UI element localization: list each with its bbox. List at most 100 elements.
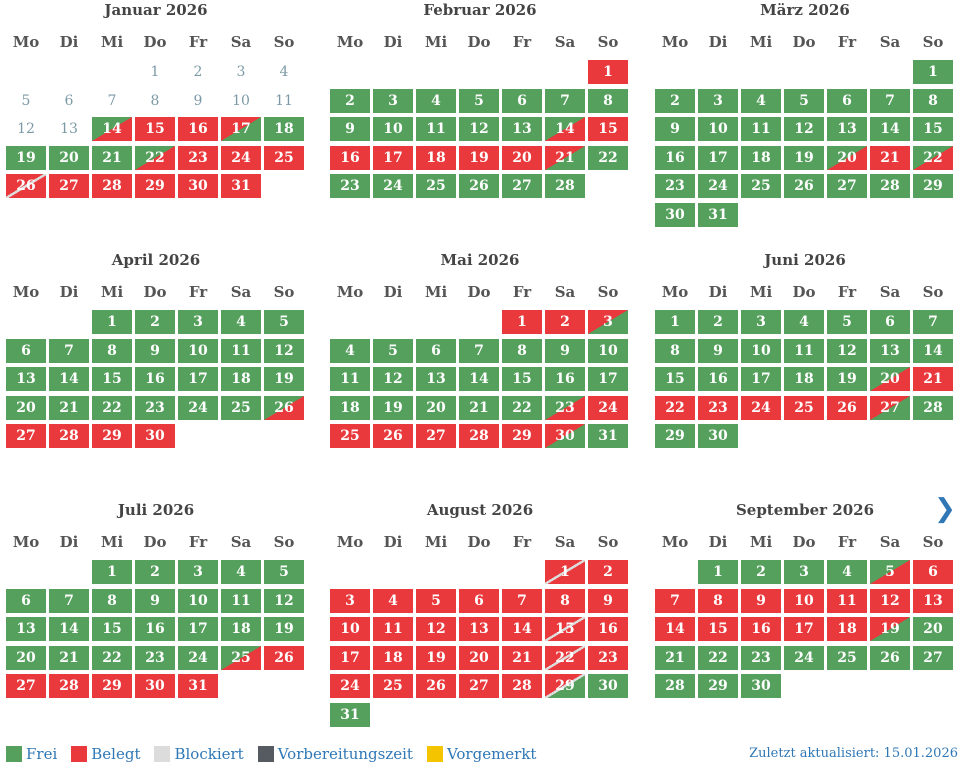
calendar-day[interactable]: 10 [784, 588, 824, 613]
calendar-day[interactable]: 17 [330, 645, 370, 670]
calendar-day[interactable]: 24 [784, 645, 824, 670]
calendar-day[interactable]: 24 [588, 395, 628, 420]
calendar-day[interactable]: 3 [330, 588, 370, 613]
calendar-day[interactable]: 23 [330, 174, 370, 198]
calendar-day[interactable]: 21 [459, 395, 499, 420]
calendar-day[interactable]: 10 [178, 338, 218, 363]
calendar-day[interactable]: 13 [6, 617, 46, 641]
calendar-day[interactable]: 6 [416, 338, 456, 363]
calendar-day[interactable]: 27 [502, 174, 542, 198]
calendar-day[interactable]: 31 [221, 174, 261, 198]
calendar-day[interactable]: 29 [92, 424, 132, 448]
calendar-day[interactable]: 11 [784, 338, 824, 363]
calendar-day[interactable]: 13 [913, 588, 953, 613]
calendar-day[interactable]: 16 [135, 617, 175, 641]
calendar-day[interactable]: 22 [698, 645, 738, 670]
calendar-day[interactable]: 16 [135, 367, 175, 391]
calendar-day[interactable]: 19 [784, 145, 824, 170]
calendar-day[interactable]: 10 [330, 617, 370, 641]
calendar-day[interactable]: 17 [698, 145, 738, 170]
calendar-day[interactable]: 13 [6, 367, 46, 391]
calendar-day[interactable]: 12 [416, 617, 456, 641]
calendar-day[interactable]: 8 [655, 338, 695, 363]
calendar-day[interactable]: 10 [698, 117, 738, 141]
calendar-day[interactable]: 15 [135, 117, 175, 141]
calendar-day[interactable]: 5 [264, 310, 304, 334]
calendar-day[interactable]: 6 [827, 88, 867, 113]
calendar-day[interactable]: 2 [698, 310, 738, 334]
calendar-day[interactable]: 15 [545, 617, 585, 641]
calendar-day[interactable]: 17 [221, 117, 261, 141]
calendar-day[interactable]: 7 [913, 310, 953, 334]
calendar-day[interactable]: 3 [698, 88, 738, 113]
calendar-day[interactable]: 25 [784, 395, 824, 420]
calendar-day[interactable]: 27 [6, 674, 46, 698]
calendar-day[interactable]: 15 [588, 117, 628, 141]
calendar-day[interactable]: 21 [870, 145, 910, 170]
calendar-day[interactable]: 14 [502, 617, 542, 641]
calendar-day[interactable]: 12 [784, 117, 824, 141]
calendar-day[interactable]: 28 [870, 174, 910, 198]
calendar-day[interactable]: 4 [221, 560, 261, 584]
calendar-day[interactable]: 25 [373, 674, 413, 698]
calendar-day[interactable]: 23 [655, 174, 695, 198]
calendar-day[interactable]: 27 [870, 395, 910, 420]
calendar-day[interactable]: 17 [178, 367, 218, 391]
calendar-day[interactable]: 8 [545, 588, 585, 613]
calendar-day[interactable]: 28 [545, 174, 585, 198]
calendar-day[interactable]: 17 [178, 617, 218, 641]
calendar-day[interactable]: 12 [870, 588, 910, 613]
next-months-button[interactable]: ❯ [934, 496, 956, 522]
calendar-day[interactable]: 7 [870, 88, 910, 113]
calendar-day[interactable]: 17 [741, 367, 781, 391]
calendar-day[interactable]: 1 [502, 310, 542, 334]
calendar-day[interactable]: 26 [416, 674, 456, 698]
calendar-day[interactable]: 23 [135, 395, 175, 420]
calendar-day[interactable]: 31 [698, 202, 738, 227]
calendar-day[interactable]: 7 [49, 338, 89, 363]
calendar-day[interactable]: 13 [827, 117, 867, 141]
calendar-day[interactable]: 24 [178, 395, 218, 420]
calendar-day[interactable]: 19 [6, 145, 46, 170]
calendar-day[interactable]: 30 [655, 202, 695, 227]
calendar-day[interactable]: 22 [502, 395, 542, 420]
calendar-day[interactable]: 24 [221, 145, 261, 170]
calendar-day[interactable]: 11 [827, 588, 867, 613]
calendar-day[interactable]: 16 [655, 145, 695, 170]
calendar-day[interactable]: 3 [178, 310, 218, 334]
calendar-day[interactable]: 12 [264, 588, 304, 613]
calendar-day[interactable]: 27 [49, 174, 89, 198]
calendar-day[interactable]: 5 [373, 338, 413, 363]
calendar-day[interactable]: 28 [49, 674, 89, 698]
calendar-day[interactable]: 1 [588, 60, 628, 84]
calendar-day[interactable]: 1 [698, 560, 738, 584]
calendar-day[interactable]: 24 [698, 174, 738, 198]
calendar-day[interactable]: 2 [135, 560, 175, 584]
calendar-day[interactable]: 8 [502, 338, 542, 363]
calendar-day[interactable]: 24 [741, 395, 781, 420]
calendar-day[interactable]: 24 [373, 174, 413, 198]
calendar-day[interactable]: 30 [545, 424, 585, 448]
calendar-day[interactable]: 7 [459, 338, 499, 363]
calendar-day[interactable]: 28 [655, 674, 695, 698]
calendar-day[interactable]: 9 [135, 338, 175, 363]
calendar-day[interactable]: 12 [459, 117, 499, 141]
calendar-day[interactable]: 17 [588, 367, 628, 391]
calendar-day[interactable]: 25 [221, 645, 261, 670]
calendar-day[interactable]: 18 [373, 645, 413, 670]
calendar-day[interactable]: 9 [655, 117, 695, 141]
calendar-day[interactable]: 17 [373, 145, 413, 170]
calendar-day[interactable]: 10 [178, 588, 218, 613]
calendar-day[interactable]: 3 [373, 88, 413, 113]
calendar-day[interactable]: 14 [459, 367, 499, 391]
calendar-day[interactable]: 5 [870, 560, 910, 584]
calendar-day[interactable]: 22 [655, 395, 695, 420]
calendar-day[interactable]: 18 [741, 145, 781, 170]
calendar-day[interactable]: 12 [264, 338, 304, 363]
calendar-day[interactable]: 8 [92, 338, 132, 363]
calendar-day[interactable]: 20 [6, 645, 46, 670]
calendar-day[interactable]: 23 [698, 395, 738, 420]
calendar-day[interactable]: 18 [330, 395, 370, 420]
calendar-day[interactable]: 5 [784, 88, 824, 113]
calendar-day[interactable]: 28 [502, 674, 542, 698]
